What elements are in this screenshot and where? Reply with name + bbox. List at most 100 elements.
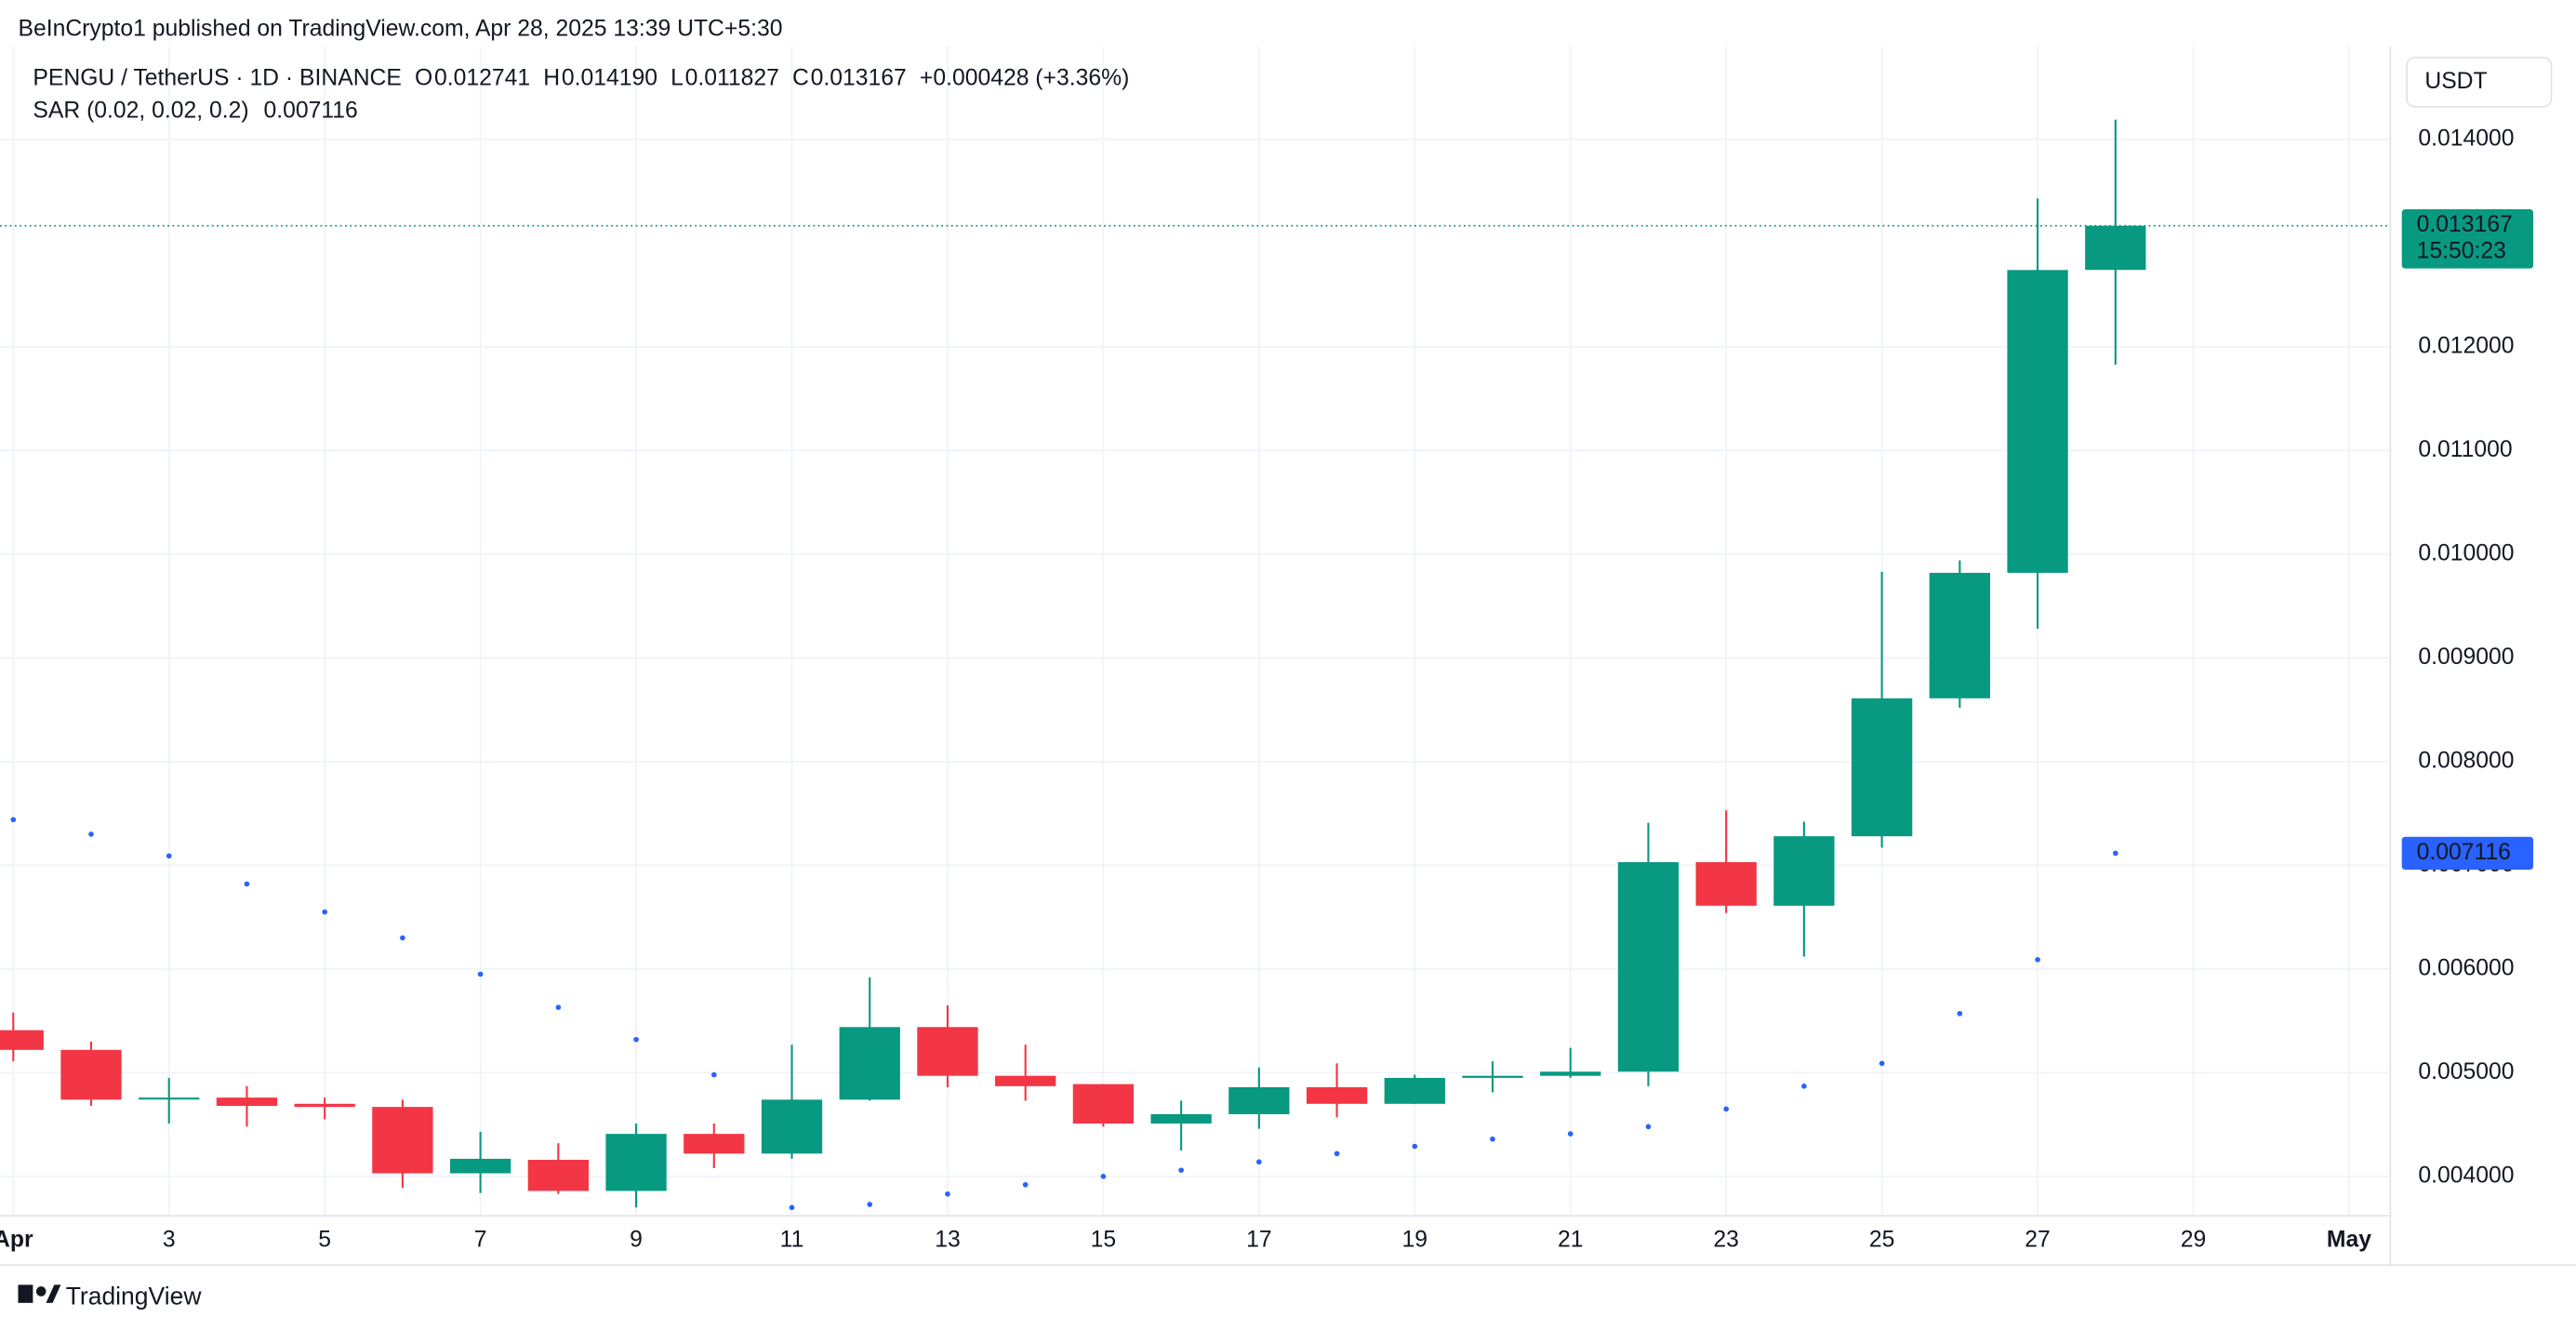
currency-button[interactable]	[2406, 56, 2553, 108]
candle-body	[761, 1099, 823, 1154]
x-tick-label: Apr	[0, 1227, 33, 1252]
brand: TradingView	[66, 1283, 203, 1310]
ohlc-key: H	[543, 65, 560, 90]
candle	[1695, 810, 1757, 913]
ohlc-value: 0.012741	[434, 65, 530, 90]
candle-body	[684, 1134, 745, 1154]
candle	[839, 977, 900, 1101]
brand-logo	[18, 1284, 61, 1303]
candle-body	[1150, 1113, 1212, 1124]
candle-body	[60, 1049, 122, 1100]
candle	[1617, 822, 1680, 1086]
y-tick-label: 0.005000	[2418, 1059, 2514, 1084]
candle-body	[1695, 861, 1757, 906]
candle-body	[2085, 225, 2146, 271]
y-tick-label: 0.006000	[2418, 955, 2514, 980]
candle	[605, 1123, 667, 1208]
candle	[917, 1004, 978, 1087]
candle	[1540, 1047, 1601, 1078]
sar-dot	[1256, 1159, 1262, 1165]
y-tick-label: 0.008000	[2418, 748, 2514, 773]
sar-dot	[789, 1204, 795, 1211]
ohlc-value: 0.014190	[562, 65, 657, 90]
sar-dot	[244, 881, 250, 887]
x-tick-label: 5	[318, 1227, 331, 1252]
logo-icon	[35, 1286, 46, 1297]
x-tick-label: 29	[2181, 1227, 2206, 1252]
candle	[1228, 1067, 1290, 1129]
candle-body	[1072, 1084, 1135, 1124]
x-tick-label: 9	[630, 1227, 643, 1252]
sar-dot	[2112, 850, 2118, 857]
indicator-name: SAR (0.02, 0.02, 0.2)	[33, 99, 248, 124]
x-tick-label: 25	[1869, 1227, 1895, 1252]
candle	[216, 1085, 278, 1127]
x-tick-label: 23	[1713, 1227, 1738, 1252]
candle	[0, 1012, 44, 1062]
candle	[139, 1077, 200, 1124]
sar-dot	[400, 935, 405, 941]
published-line: BeInCrypto1 published on TradingView.com…	[18, 16, 782, 41]
candle	[294, 1097, 355, 1120]
ohlc-key: C	[792, 65, 809, 90]
candle	[449, 1131, 511, 1193]
sar-dot	[1178, 1167, 1184, 1173]
candle-body	[1929, 572, 1991, 698]
candle-body	[1851, 698, 1913, 837]
candle-body	[1306, 1086, 1368, 1104]
candle-body	[839, 1027, 900, 1100]
logo-icon	[18, 1284, 33, 1303]
candle	[1150, 1100, 1212, 1150]
change: +0.000428 (+3.36%)	[920, 65, 1129, 90]
candle-body	[917, 1027, 978, 1076]
candle-body	[1384, 1077, 1445, 1104]
x-tick-label: May	[2327, 1227, 2371, 1252]
sar-dot	[1412, 1143, 1418, 1150]
sar-dot	[1723, 1106, 1730, 1112]
y-tick-label: 0.012000	[2418, 333, 2514, 358]
sar-dot	[88, 831, 94, 837]
logo-icon	[46, 1284, 61, 1303]
ohlc-key: O	[415, 65, 432, 90]
candle-body	[1228, 1086, 1290, 1114]
candle-body	[216, 1097, 278, 1107]
candle-body	[294, 1103, 355, 1108]
sar-dot	[166, 853, 172, 859]
x-tick-label: 15	[1091, 1227, 1117, 1252]
symbol: PENGU / TetherUS · 1D · BINANCE	[33, 65, 402, 90]
candle-body	[1617, 861, 1680, 1072]
sar-dot	[1490, 1136, 1495, 1142]
x-tick-label: 27	[2025, 1227, 2051, 1252]
candle	[1072, 1084, 1135, 1127]
currency[interactable]: USDT	[2424, 69, 2487, 94]
ohlc-key: L	[671, 65, 684, 90]
y-tick-label: 0.014000	[2418, 126, 2514, 151]
y-tick-label: 0.010000	[2418, 540, 2514, 565]
sar-dot	[1022, 1181, 1029, 1188]
sar-dot	[1100, 1174, 1107, 1179]
candle-body	[1462, 1075, 1523, 1078]
candle	[2085, 119, 2146, 366]
x-tick-label: 17	[1246, 1227, 1272, 1252]
y-tick-label: 0.011000	[2418, 437, 2512, 462]
y-tick-label: 0.004000	[2418, 1163, 2514, 1188]
sar-dot	[1334, 1150, 1340, 1157]
y-tick-label: 0.009000	[2418, 645, 2514, 670]
countdown: 15:50:23	[2417, 238, 2506, 263]
candle	[1851, 571, 1913, 848]
sar-dot	[2035, 956, 2040, 963]
sar-dot	[945, 1190, 950, 1197]
candle	[372, 1099, 433, 1189]
candle	[60, 1041, 122, 1107]
candle	[1462, 1061, 1523, 1093]
sar-dot	[477, 971, 484, 978]
candle	[1306, 1063, 1368, 1118]
sar-dot	[1879, 1060, 1885, 1067]
candle	[527, 1143, 589, 1194]
candle-body	[527, 1160, 589, 1191]
ohlc-value: 0.011827	[685, 65, 779, 90]
candle	[684, 1123, 745, 1168]
sar-dot	[10, 817, 17, 823]
candle-body	[449, 1158, 511, 1174]
